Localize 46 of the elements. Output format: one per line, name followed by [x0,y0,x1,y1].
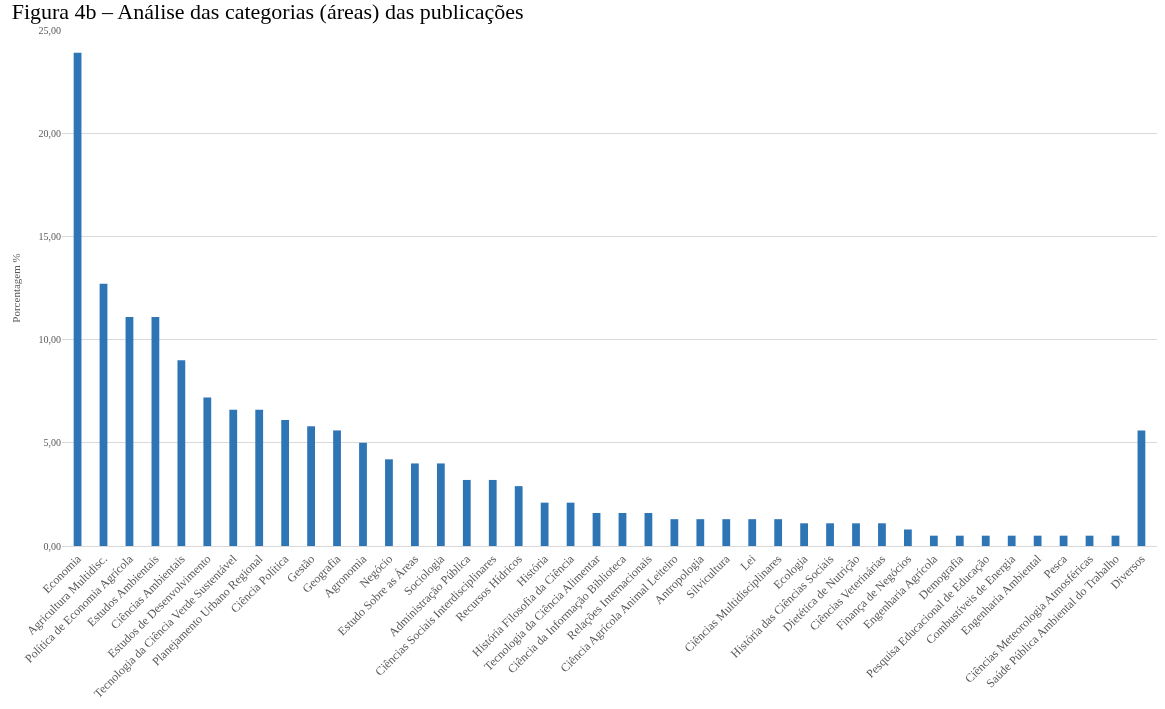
bar [488,479,497,546]
bar [540,502,549,546]
y-tick-label: 5,00 [43,437,61,449]
bar [436,463,445,546]
bar [462,479,471,546]
bar [955,535,964,546]
y-axis-title: Porcentagem % [10,253,23,323]
bar [878,523,886,546]
bar [514,486,523,546]
bar [826,523,834,546]
bar [981,535,990,546]
bar [1137,430,1146,546]
bar [592,512,601,546]
bar [852,523,860,546]
bar [670,519,679,546]
bar [696,519,705,546]
bar [307,426,315,546]
bar [1007,535,1016,546]
bar [151,316,160,546]
chart-title: Figura 4b – Análise das categorias (áreas) das publicações [11,0,524,24]
y-tick-label: 10,00 [38,334,61,346]
bar [125,316,134,546]
bar [748,519,757,546]
bar [255,409,264,546]
bar [333,430,341,546]
bar [281,420,290,546]
bar [644,512,653,546]
bar [99,283,108,546]
y-tick-label: 20,00 [38,127,61,139]
bar [929,535,938,546]
bar [385,459,393,546]
bar [177,360,186,546]
bar [800,523,808,546]
bar [411,463,419,546]
bar [774,519,783,546]
bar [229,409,238,546]
bar [1033,535,1042,546]
bar [904,529,912,546]
y-tick-label: 25,00 [38,24,61,36]
y-tick-label: 15,00 [38,230,61,242]
bar [618,512,627,546]
bar [359,442,367,546]
bar [203,397,212,546]
y-tick-label: 0,00 [43,540,61,552]
bar [722,519,731,546]
bar [73,52,82,546]
